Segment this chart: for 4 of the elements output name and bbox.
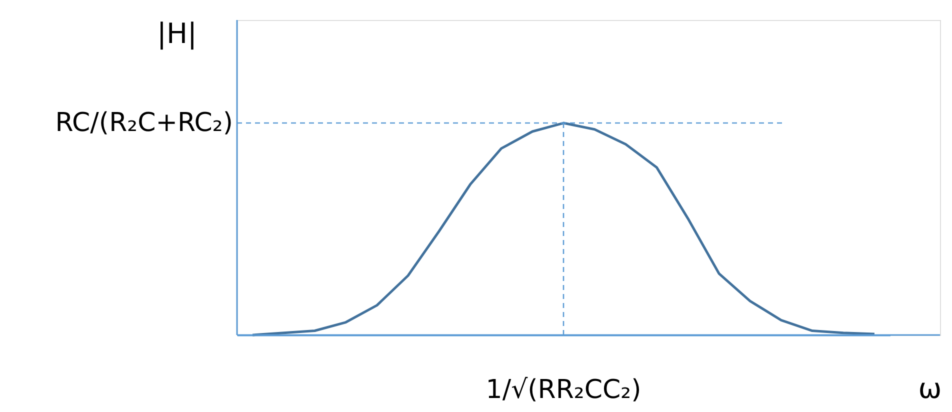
x-axis-title: ω bbox=[918, 372, 942, 405]
y-axis-title: |H| bbox=[157, 17, 197, 50]
text: 1/√(RR₂CC₂) bbox=[486, 375, 642, 405]
ref-line-label: RC/(R₂C+RC₂) bbox=[55, 108, 233, 138]
